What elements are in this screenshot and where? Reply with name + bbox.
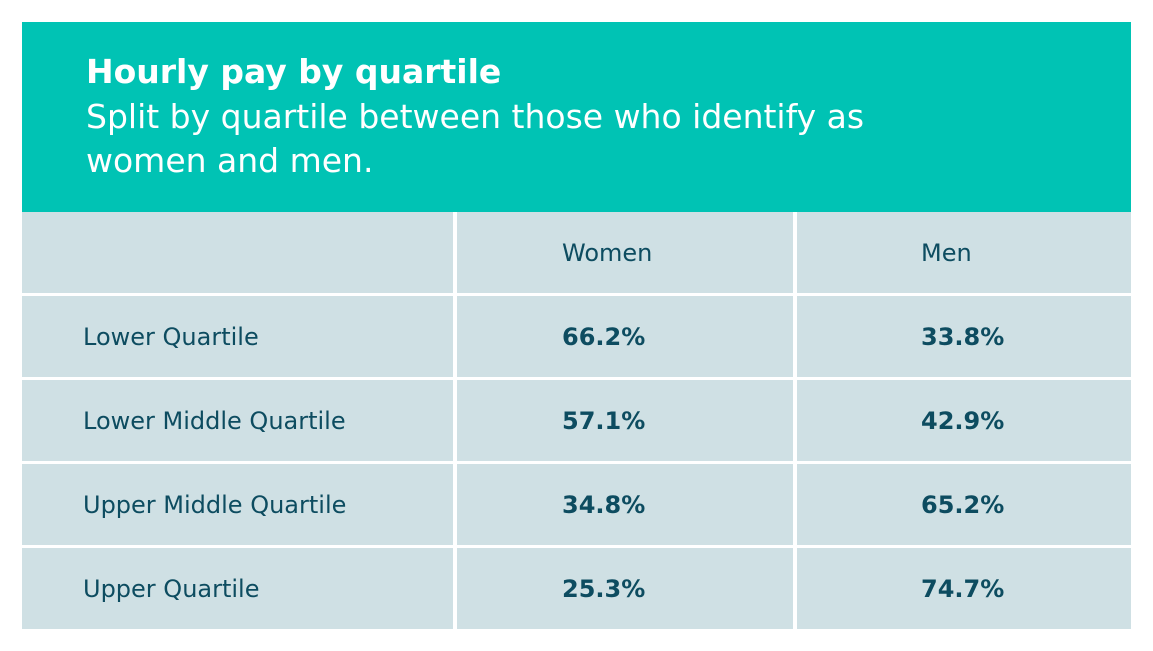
subtitle: Split by quartile between those who iden… (86, 97, 865, 180)
value-cell: 34.8% (457, 464, 793, 545)
column-header: Men (797, 212, 1131, 293)
cell-text: 25.3% (562, 574, 646, 603)
cell-text: 42.9% (921, 406, 1005, 435)
value-cell: 66.2% (457, 296, 793, 377)
value-cell: 65.2% (797, 464, 1131, 545)
title: Hourly pay by quartile (86, 52, 502, 91)
header-banner: Hourly pay by quartile Split by quartile… (22, 22, 1131, 212)
cell-text: 66.2% (562, 322, 646, 351)
row-label: Upper Middle Quartile (22, 464, 453, 545)
value-cell: 33.8% (797, 296, 1131, 377)
cell-text: 33.8% (921, 322, 1005, 351)
value-cell: 25.3% (457, 548, 793, 629)
cell-text: Lower Quartile (83, 322, 259, 351)
value-cell: 74.7% (797, 548, 1131, 629)
cell-text: Lower Middle Quartile (83, 406, 346, 435)
cell-text: Women (562, 238, 653, 267)
cell-text: 74.7% (921, 574, 1005, 603)
row-label: Lower Middle Quartile (22, 380, 453, 461)
value-cell: 42.9% (797, 380, 1131, 461)
cell-text: 57.1% (562, 406, 646, 435)
cell-text: 34.8% (562, 490, 646, 519)
cell-text: Men (921, 238, 972, 267)
row-label: Lower Quartile (22, 296, 453, 377)
cell-text: 65.2% (921, 490, 1005, 519)
header-cell (22, 212, 453, 293)
column-header: Women (457, 212, 793, 293)
value-cell: 57.1% (457, 380, 793, 461)
cell-text: Upper Middle Quartile (83, 490, 347, 519)
cell-text: Upper Quartile (83, 574, 260, 603)
row-label: Upper Quartile (22, 548, 453, 629)
